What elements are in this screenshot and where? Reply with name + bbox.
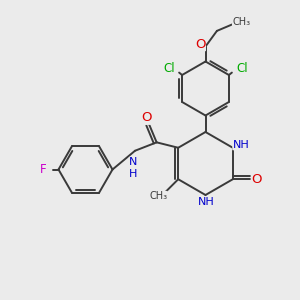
Text: NH: NH xyxy=(198,196,214,207)
Text: O: O xyxy=(251,173,262,186)
Text: NH: NH xyxy=(233,140,250,150)
Text: O: O xyxy=(195,38,205,51)
Text: Cl: Cl xyxy=(164,61,175,75)
Text: Cl: Cl xyxy=(236,61,248,75)
Text: N
H: N H xyxy=(129,157,138,179)
Text: CH₃: CH₃ xyxy=(232,17,250,27)
Text: CH₃: CH₃ xyxy=(149,191,167,201)
Text: F: F xyxy=(40,163,46,176)
Text: O: O xyxy=(141,111,152,124)
